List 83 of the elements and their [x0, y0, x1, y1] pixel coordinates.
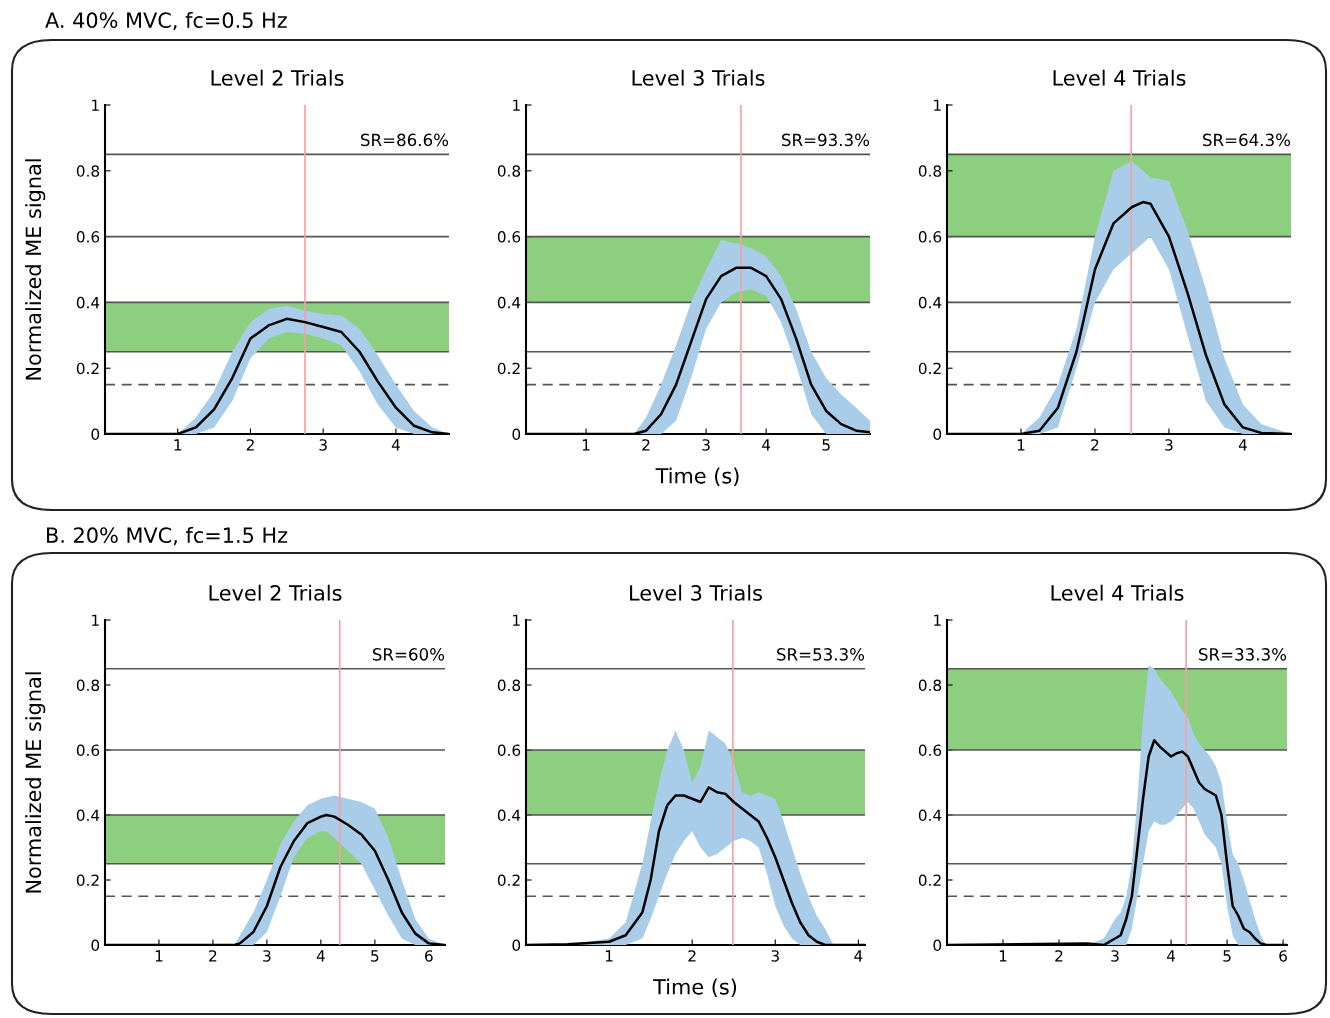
- y-tick-label: 0.4: [76, 296, 100, 309]
- y-axis-title: Normalized ME signal: [25, 159, 46, 380]
- y-tick-label: 0.6: [918, 231, 942, 243]
- y-tick-label: 0.2: [497, 362, 520, 375]
- y-tick-label: 1: [513, 99, 520, 111]
- y-tick-label: 0: [933, 428, 942, 441]
- chart-title: Level 3 Trials: [632, 69, 765, 86]
- chart-title: Level 2 Trials: [209, 584, 342, 601]
- x-tick-label: 4: [854, 950, 863, 962]
- x-tick-label: 2: [1055, 950, 1063, 962]
- y-tick-label: 0.4: [918, 809, 942, 822]
- annotation: SR=93.3%: [782, 133, 870, 147]
- annotation: SR=33.3%: [1199, 648, 1287, 661]
- y-tick-label: 1: [92, 99, 99, 111]
- x-tick-label: 2: [688, 950, 696, 962]
- y-tick-label: 0.8: [76, 679, 100, 692]
- y-tick-label: 1: [934, 99, 941, 111]
- y-tick-label: 0.2: [497, 874, 520, 887]
- x-tick-label: 3: [263, 950, 271, 962]
- y-tick-label: 0.6: [76, 231, 100, 243]
- chart-subtitle: B. 20% MVC, fc=1.5 Hz: [47, 526, 288, 546]
- x-tick-label: 4: [1166, 950, 1176, 962]
- x-tick-label: 3: [1111, 950, 1119, 962]
- y-tick-label: 0: [933, 939, 942, 952]
- x-axis-title: Time (s): [655, 467, 739, 487]
- y-tick-label: 0.2: [76, 362, 99, 375]
- x-tick-label: 1: [582, 439, 590, 451]
- y-tick-label: 0: [512, 428, 521, 441]
- y-tick-label: 1: [934, 614, 941, 626]
- x-tick-label: 1: [155, 950, 163, 962]
- annotation: SR=53.3%: [777, 648, 865, 661]
- y-tick-label: 0.6: [497, 231, 521, 243]
- x-tick-label: 4: [762, 439, 771, 451]
- chart-title: Level 4 Trials: [1051, 584, 1184, 601]
- y-tick-label: 0.8: [918, 679, 942, 692]
- x-tick-label: 1: [174, 439, 182, 451]
- x-tick-label: 2: [246, 439, 254, 451]
- x-tick-label: 4: [1238, 439, 1247, 451]
- y-tick-label: 0.8: [76, 165, 100, 177]
- x-tick-label: 2: [642, 439, 650, 451]
- y-tick-label: 0.4: [76, 809, 100, 822]
- y-tick-label: 0: [91, 428, 100, 441]
- x-tick-label: 5: [371, 950, 379, 962]
- x-tick-label: 2: [1091, 439, 1099, 451]
- y-tick-label: 0.4: [497, 296, 521, 309]
- y-tick-label: 0: [91, 939, 100, 952]
- x-tick-label: 2: [209, 950, 217, 962]
- x-tick-label: 3: [702, 439, 710, 451]
- x-tick-label: 1: [1017, 439, 1025, 451]
- chart-title: Level 2 Trials: [211, 69, 344, 86]
- x-tick-label: 4: [391, 439, 400, 451]
- y-tick-label: 1: [92, 614, 99, 626]
- y-tick-label: 0.8: [918, 165, 942, 177]
- chart-title: Level 4 Trials: [1053, 69, 1186, 86]
- chart-subtitle: A. 40% MVC, fc=0.5 Hz: [45, 11, 287, 31]
- x-tick-label: 3: [1165, 439, 1173, 451]
- y-axis-title: Normalized ME signal: [25, 672, 46, 893]
- annotation: SR=64.3%: [1203, 133, 1291, 147]
- y-tick-label: 0: [512, 939, 521, 952]
- x-tick-label: 6: [1279, 950, 1287, 962]
- x-axis-title: Time (s): [653, 978, 737, 998]
- annotation: SR=60%: [372, 648, 445, 661]
- y-tick-label: 0.2: [918, 874, 941, 887]
- y-tick-label: 0.6: [497, 744, 521, 757]
- y-tick-label: 0.4: [497, 809, 521, 822]
- chart-title: Level 3 Trials: [630, 584, 762, 601]
- x-tick-label: 5: [1223, 950, 1231, 962]
- x-tick-label: 1: [999, 950, 1007, 962]
- annotation: SR=86.6%: [361, 133, 449, 147]
- y-tick-label: 0.4: [918, 296, 942, 309]
- x-tick-label: 3: [771, 950, 779, 962]
- y-tick-label: 0.2: [918, 362, 941, 375]
- y-tick-label: 0.8: [497, 165, 521, 177]
- x-tick-label: 1: [605, 950, 613, 962]
- y-tick-label: 1: [513, 614, 520, 626]
- x-tick-label: 5: [822, 439, 830, 451]
- y-tick-label: 0.2: [76, 874, 99, 887]
- x-tick-label: 3: [319, 439, 327, 451]
- x-tick-label: 6: [425, 950, 433, 962]
- y-tick-label: 0.8: [497, 679, 521, 692]
- y-tick-label: 0.6: [76, 744, 100, 757]
- x-tick-label: 4: [316, 950, 325, 962]
- y-tick-label: 0.6: [918, 744, 942, 757]
